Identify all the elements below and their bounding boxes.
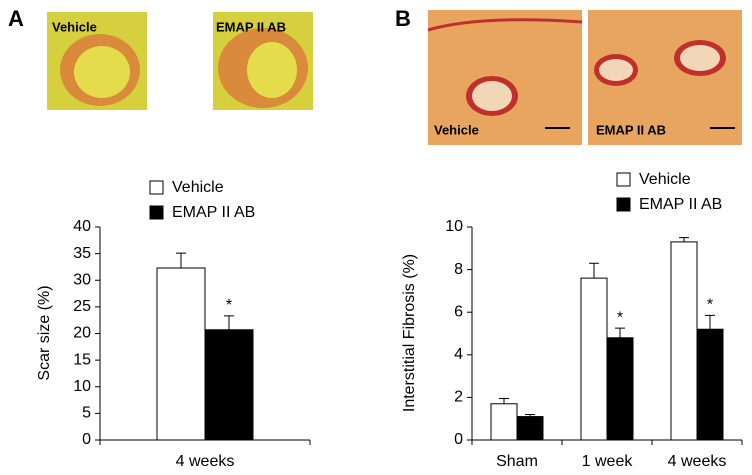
y-tick-label: 4 (454, 346, 463, 363)
bar (580, 277, 608, 441)
legend-swatch (616, 172, 631, 187)
y-tick-label: 25 (73, 298, 91, 315)
legend-label: Vehicle (172, 179, 224, 196)
tissue-image (588, 10, 742, 145)
legend-label: EMAP II AB (172, 204, 255, 221)
legend-swatch (149, 205, 164, 220)
error-bar (224, 315, 234, 330)
error-bar (525, 413, 535, 417)
bar (490, 403, 518, 441)
y-tick-label: 30 (73, 271, 91, 288)
y-tick-label: 15 (73, 351, 91, 368)
image-caption: Vehicle (434, 122, 479, 137)
y-tick-label: 0 (82, 431, 91, 448)
y-tick-label: 10 (445, 218, 463, 235)
bar (670, 241, 698, 441)
y-tick-label: 40 (73, 218, 91, 235)
significance-marker: * (617, 309, 623, 326)
x-tick-label: Sham (496, 453, 538, 470)
legend-swatch (616, 197, 631, 212)
error-bar (589, 262, 599, 279)
y-tick-label: 6 (454, 303, 463, 320)
x-tick-label: 1 week (582, 453, 634, 470)
heart-image (47, 12, 147, 110)
panel-label: B (395, 6, 411, 31)
y-axis-label: Interstitial Fibrosis (%) (401, 254, 418, 412)
y-tick-label: 20 (73, 325, 91, 342)
error-bar (705, 314, 715, 330)
significance-marker: * (707, 297, 713, 314)
x-tick-label: 4 weeks (176, 453, 235, 470)
error-bar (176, 252, 186, 269)
tissue-image (427, 10, 583, 145)
y-tick-label: 0 (454, 431, 463, 448)
heart-image (213, 12, 313, 110)
image-caption: EMAP II AB (216, 19, 286, 34)
error-bar (499, 397, 509, 404)
legend-swatch (149, 180, 164, 195)
y-axis-label: Scar size (%) (36, 285, 53, 380)
error-bar (615, 327, 625, 338)
image-caption: EMAP II AB (596, 122, 666, 137)
y-tick-label: 35 (73, 245, 91, 262)
bar (696, 328, 724, 441)
legend-label: Vehicle (639, 171, 691, 188)
y-tick-label: 5 (82, 405, 91, 422)
y-tick-label: 8 (454, 261, 463, 278)
y-tick-label: 10 (73, 378, 91, 395)
y-tick-label: 2 (454, 389, 463, 406)
significance-marker: * (226, 297, 232, 314)
x-tick-label: 4 weeks (668, 453, 727, 470)
error-bar (679, 237, 689, 242)
bar (204, 329, 254, 441)
image-caption: Vehicle (52, 19, 97, 34)
bar (516, 416, 544, 441)
legend-label: EMAP II AB (639, 196, 722, 213)
panel-label: A (8, 6, 24, 31)
bar (606, 337, 634, 441)
bar (156, 267, 206, 441)
